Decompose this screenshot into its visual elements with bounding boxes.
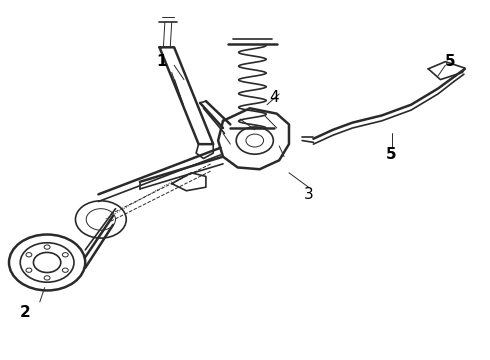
Text: 2: 2	[20, 305, 30, 320]
Text: 3: 3	[304, 187, 314, 202]
Text: 5: 5	[445, 54, 456, 69]
Text: 4: 4	[270, 90, 279, 105]
Text: 5: 5	[386, 147, 397, 162]
Text: 1: 1	[157, 54, 167, 69]
